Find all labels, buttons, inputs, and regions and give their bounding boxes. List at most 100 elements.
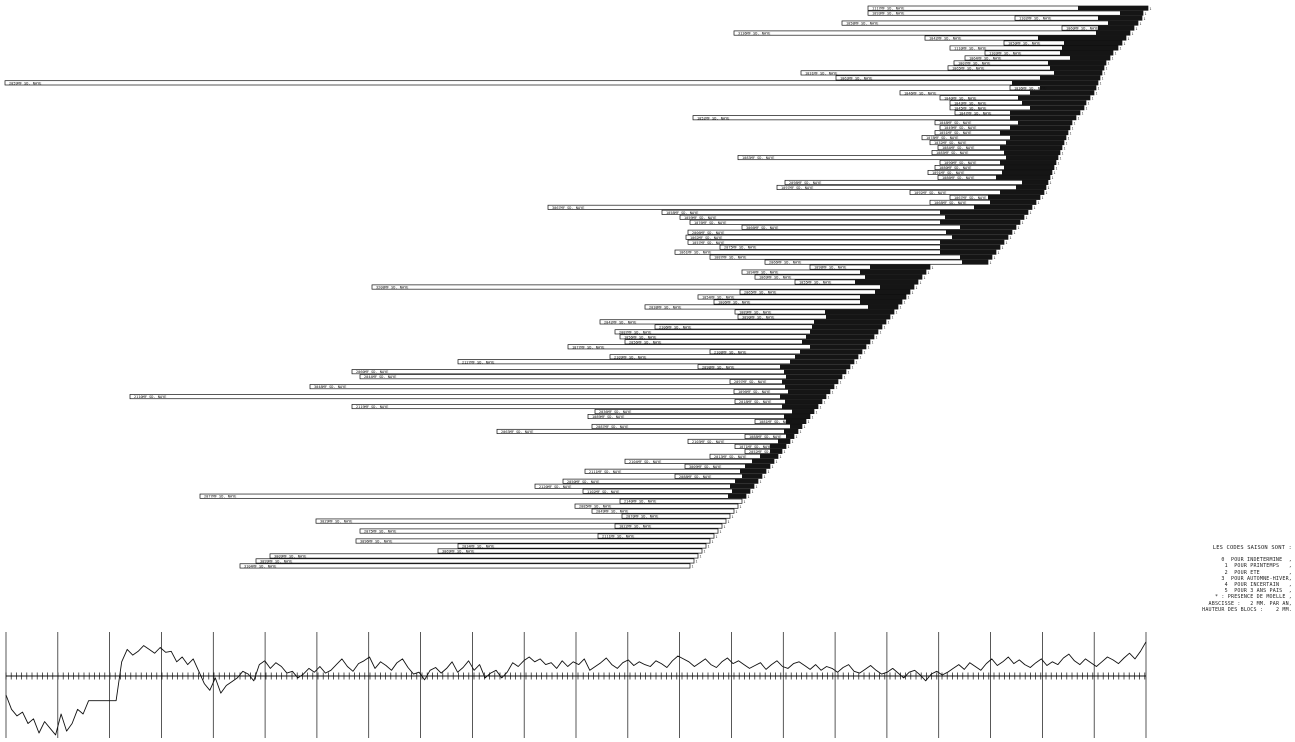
season-code: 1 (904, 301, 906, 305)
season-code: 1 (1120, 47, 1122, 51)
sample-label: 1056MF SD. NAYE (624, 335, 656, 339)
sample-bar: 2110MF SD. NAYE 1 (129, 394, 830, 399)
sample-bar-outline (614, 523, 723, 529)
season-code: 1 (836, 385, 838, 389)
sample-label: 2065MF SD. NAYE (744, 291, 776, 295)
sample-bar: 3048MF SD. NAYE 1 (309, 384, 838, 389)
sample-bar-outline (867, 10, 1144, 16)
sample-bar: 1060MF SD. NAYE 1 (1061, 25, 1138, 31)
legend-title: LES CODES SAISON SONT : (1212, 545, 1292, 551)
sample-bar-outline (255, 558, 695, 564)
sample-label: 1032MF SD. NAYE (934, 141, 966, 145)
sample-bar-sapwood (784, 414, 810, 419)
sample-label: 1045MF SD. NAYE (954, 106, 986, 110)
sample-bar-outline (359, 528, 719, 534)
sample-label: 1058MF SD. NAYE (666, 211, 698, 215)
season-code: 1 (990, 261, 992, 265)
sample-bar: 2044MF SD. NAYE 1 (359, 374, 846, 380)
sample-label: 1097MF SD. NAYE (781, 186, 813, 190)
sample-label: 3009MF SD. NAYE (689, 465, 721, 469)
sample-bar-sapwood (1012, 80, 1098, 85)
season-code: 1 (868, 346, 870, 350)
sample-bar-sapwood (1048, 60, 1106, 66)
sample-bar-sapwood (1010, 115, 1076, 120)
sample-bar: 2006MF SD. NAYE 1 (687, 229, 1016, 235)
season-code: 1 (1150, 7, 1152, 11)
season-code: 1 (844, 375, 846, 379)
season-code: 1 (852, 365, 854, 369)
season-code: 1 (840, 380, 842, 384)
sample-label: 1098MF SD. NAYE (814, 266, 846, 270)
sample-bar: 1084MF SD. NAYE 1 (937, 145, 1066, 150)
season-code: 1 (1070, 131, 1072, 135)
sample-bar-sapwood (784, 429, 798, 434)
sample-bar: 2050MF SD. NAYE 1 (562, 478, 762, 484)
sample-bar: 1056MF SD. NAYE 1 (619, 334, 878, 340)
sample-label: 3067MF SD. NAYE (552, 206, 584, 210)
sample-bar-sapwood (865, 274, 922, 280)
sample-bar: 1110MF SD. NAYE 1 (949, 45, 1122, 51)
sample-bar-outline (359, 374, 843, 380)
sample-bar: 2098MF SD. NAYE 1 (697, 364, 854, 369)
sample-bar-sapwood (1060, 50, 1113, 56)
sample-bar-sapwood (946, 230, 1012, 235)
sample-bar: 2108MF SD. NAYE 1 (709, 349, 866, 355)
season-code: 1 (1144, 17, 1146, 21)
sample-bar-sapwood (790, 424, 802, 429)
sample-label: 1058MF SD. NAYE (846, 22, 878, 26)
sample-label: 3009MF SD. NAYE (274, 555, 306, 559)
sample-label: 1087MF SD. NAYE (714, 256, 746, 260)
season-code: 1 (1010, 236, 1012, 240)
sample-bar: 1081MF SD. NAYE 1 (754, 418, 810, 424)
sample-bar: 1007MF SD. NAYE 1 (953, 60, 1110, 66)
season-code: 1 (744, 500, 746, 504)
sample-bar: 2052MF SD. NAYE 1 (744, 448, 786, 454)
season-code: 1 (1006, 241, 1008, 245)
sample-bar-outline (597, 533, 715, 539)
sample-bar: 1077MF SD. NAYE 1 (567, 344, 870, 350)
season-code: 1 (880, 331, 882, 335)
legend-line: 2 POUR ETE , (1224, 569, 1292, 576)
sample-label: 1086MF SD. NAYE (942, 176, 974, 180)
sample-bar: 1006MF SD. NAYE 1 (713, 299, 906, 305)
season-code: 1 (1145, 12, 1147, 16)
season-code: 1 (796, 435, 798, 439)
sample-bar-outline (644, 304, 899, 310)
sample-label: 1054MF SD. NAYE (702, 296, 734, 300)
sample-bar-sapwood (1022, 100, 1086, 105)
season-code: 1 (916, 286, 918, 290)
sample-bar: 1062MF SD. NAYE 1 (685, 234, 1012, 240)
sample-label: 1031MF SD. NAYE (805, 71, 837, 75)
sample-bar-sapwood (940, 210, 1028, 215)
sample-label: 1057MF SD. NAYE (692, 241, 724, 245)
sample-bar-sapwood (1078, 6, 1148, 11)
sample-bar-sapwood (870, 264, 930, 270)
sample-bar-sapwood (1010, 135, 1066, 140)
sample-label: 2088MF SD. NAYE (679, 475, 711, 479)
sample-label: 1089MF SD. NAYE (592, 415, 624, 419)
chronology-grid (5, 632, 1147, 738)
sample-label: 2109MF SD. NAYE (614, 355, 646, 359)
season-code: 1 (924, 276, 926, 280)
season-code: 1 (772, 465, 774, 469)
sample-bar-sapwood (1000, 190, 1044, 195)
sample-bar: 3090MF SD. NAYE 1 (737, 314, 894, 320)
season-code: 1 (912, 291, 914, 295)
chronology-line (5, 641, 1147, 736)
season-code: 1 (920, 281, 922, 285)
sample-bar-sapwood (940, 245, 1000, 250)
season-code: 1 (764, 475, 766, 479)
sample-label: 2075MF SD. NAYE (724, 246, 756, 250)
sample-label: 2104MF SD. NAYE (629, 460, 661, 464)
sample-bar-sapwood (786, 434, 794, 439)
season-code: 1 (1115, 52, 1117, 56)
season-code: 1 (740, 505, 742, 509)
season-code: 1 (760, 480, 762, 484)
sample-bar: 1058MF SD. NAYE 1 (661, 209, 1032, 215)
sample-bar-outline (355, 538, 711, 544)
sample-label: 1083MF SD. NAYE (742, 156, 774, 160)
sample-label: 1048MF SD. NAYE (939, 121, 971, 125)
sample-bar-sapwood (1006, 140, 1064, 145)
season-code: 1 (1072, 126, 1074, 130)
season-code: 1 (900, 306, 902, 310)
